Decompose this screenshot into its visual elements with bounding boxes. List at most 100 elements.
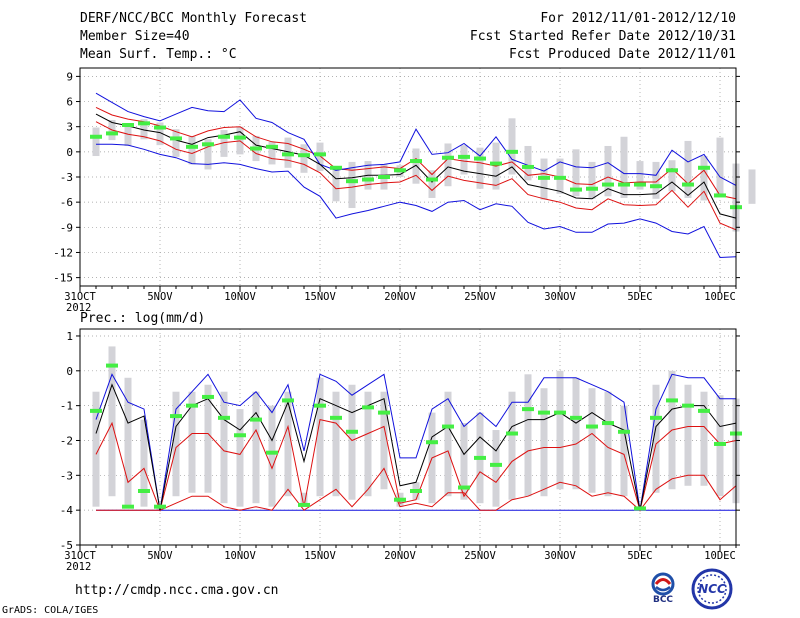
hindcast-bar xyxy=(540,388,548,497)
x-tick-label: 20NOV xyxy=(384,550,416,562)
hindcast-bar xyxy=(220,391,228,504)
climate-marker xyxy=(634,182,646,187)
series-line-max xyxy=(95,92,737,186)
hindcast-bar xyxy=(332,391,340,497)
y-tick-label: -4 xyxy=(60,504,74,517)
climate-marker xyxy=(618,429,630,434)
hindcast-bar xyxy=(524,145,532,181)
hindcast-bar xyxy=(284,391,292,497)
climate-marker xyxy=(666,168,678,173)
hindcast-bar xyxy=(620,136,628,198)
climate-marker xyxy=(586,424,598,429)
hindcast-bar xyxy=(508,118,516,175)
y-tick-label: 9 xyxy=(66,70,73,83)
y-tick-label: 0 xyxy=(66,146,73,159)
hindcast-bar xyxy=(700,156,708,201)
hindcast-bar xyxy=(316,377,324,497)
forecast-period-label: For 2012/11/01-2012/12/10 xyxy=(540,11,736,26)
y-tick-label: -15 xyxy=(53,272,73,285)
hindcast-bar xyxy=(716,137,724,194)
climate-marker xyxy=(490,462,502,467)
y-tick-label: 3 xyxy=(66,121,73,134)
climate-marker xyxy=(650,184,662,189)
website-url[interactable]: http://cmdp.ncc.cma.gov.cn xyxy=(75,583,279,598)
climate-marker xyxy=(458,485,470,490)
climate-marker xyxy=(554,175,566,180)
climate-marker xyxy=(410,159,422,164)
hindcast-bar xyxy=(444,391,452,497)
hindcast-bar xyxy=(380,391,388,490)
climate-marker xyxy=(106,131,118,136)
hindcast-bar xyxy=(348,384,356,500)
hindcast-bar xyxy=(620,405,628,497)
climate-marker xyxy=(170,136,182,141)
hindcast-bar xyxy=(572,377,580,490)
climate-marker xyxy=(218,134,230,139)
x-tick-label: 5NOV xyxy=(147,291,173,303)
ncc-logo: NCC xyxy=(690,568,734,610)
x-tick-label: 10NOV xyxy=(224,550,256,562)
panel-title: Prec.: log(mm/d) xyxy=(80,311,205,326)
hindcast-bar xyxy=(348,161,356,209)
hindcast-bar xyxy=(332,166,340,202)
climate-marker xyxy=(442,155,454,160)
climate-marker xyxy=(154,504,166,509)
hindcast-bar xyxy=(316,142,324,172)
climate-marker xyxy=(538,175,550,180)
bcc-logo-text: BCC xyxy=(652,595,674,605)
y-tick-label: -1 xyxy=(60,400,73,413)
climate-marker xyxy=(282,398,294,403)
hindcast-bar xyxy=(572,149,580,197)
x-tick-label: 5DEC xyxy=(627,550,652,562)
grads-credit: GrADS: COLA/IGES xyxy=(2,605,99,616)
hindcast-bar xyxy=(364,391,372,497)
hindcast-bar xyxy=(172,391,180,497)
climate-marker xyxy=(634,506,646,511)
climate-marker xyxy=(714,441,726,446)
x-tick-label: 10DEC xyxy=(704,550,736,562)
hindcast-bar xyxy=(204,139,212,170)
hindcast-bar xyxy=(92,391,100,507)
climate-marker xyxy=(250,146,262,151)
climate-marker xyxy=(314,152,326,157)
climate-marker xyxy=(154,125,166,130)
x-tick-label: 31OCT xyxy=(64,550,96,562)
hindcast-bar xyxy=(668,160,676,192)
climate-marker xyxy=(234,135,246,140)
climate-marker xyxy=(522,407,534,412)
climate-marker xyxy=(682,182,694,187)
climate-marker xyxy=(570,187,582,192)
climate-marker xyxy=(250,417,262,422)
climate-marker xyxy=(426,440,438,445)
climate-marker xyxy=(538,410,550,415)
climate-marker xyxy=(330,415,342,420)
climate-marker xyxy=(202,142,214,147)
x-tick-label: 30NOV xyxy=(544,291,576,303)
climate-marker xyxy=(122,123,134,128)
hindcast-bar xyxy=(652,161,660,199)
hindcast-bar xyxy=(220,130,228,157)
hindcast-bar xyxy=(604,145,612,197)
climate-marker xyxy=(570,415,582,420)
hindcast-bar xyxy=(236,409,244,507)
hindcast-bar xyxy=(476,147,484,189)
climate-marker xyxy=(298,153,310,158)
climate-marker xyxy=(426,177,438,182)
hindcast-bar xyxy=(268,141,276,165)
bcc-logo: BCC xyxy=(643,571,683,607)
x-tick-label: 20NOV xyxy=(384,291,416,303)
x-tick-label: 15NOV xyxy=(304,291,336,303)
hindcast-bar xyxy=(172,129,180,157)
series-line-mean xyxy=(95,113,737,219)
plot-frame xyxy=(79,328,737,546)
hindcast-bar xyxy=(556,370,564,490)
climate-marker xyxy=(282,152,294,157)
hindcast-bar xyxy=(140,119,148,140)
climate-marker xyxy=(458,154,470,159)
climate-marker xyxy=(394,497,406,502)
x-tick-label: 10DEC xyxy=(704,291,736,303)
variable-label: Mean Surf. Temp.: °C xyxy=(80,47,237,62)
x-tick-label: 5DEC xyxy=(627,291,652,303)
